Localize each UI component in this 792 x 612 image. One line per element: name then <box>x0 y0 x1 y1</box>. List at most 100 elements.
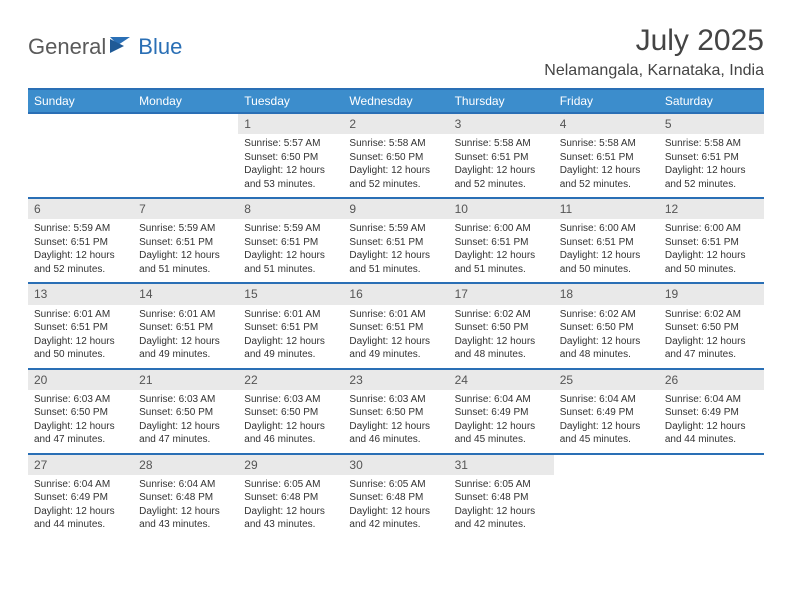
cell-body: Sunrise: 6:05 AMSunset: 6:48 PMDaylight:… <box>238 475 343 538</box>
sunrise-line: Sunrise: 5:59 AM <box>244 222 337 236</box>
day-number: 5 <box>659 114 764 134</box>
day-number: 22 <box>238 370 343 390</box>
sunset-line: Sunset: 6:49 PM <box>455 406 548 420</box>
cell-body: Sunrise: 6:01 AMSunset: 6:51 PMDaylight:… <box>238 305 343 368</box>
calendar-cell: . <box>28 114 133 197</box>
calendar-cell: 10Sunrise: 6:00 AMSunset: 6:51 PMDayligh… <box>449 199 554 282</box>
brand-part2: Blue <box>138 34 182 60</box>
day-number: 15 <box>238 284 343 304</box>
cell-body: Sunrise: 6:01 AMSunset: 6:51 PMDaylight:… <box>343 305 448 368</box>
calendar-cell: 18Sunrise: 6:02 AMSunset: 6:50 PMDayligh… <box>554 284 659 367</box>
cell-body: Sunrise: 6:00 AMSunset: 6:51 PMDaylight:… <box>449 219 554 282</box>
daylight-line: Daylight: 12 hours and 43 minutes. <box>244 505 337 532</box>
sunset-line: Sunset: 6:50 PM <box>244 151 337 165</box>
day-number: 10 <box>449 199 554 219</box>
day-number: 25 <box>554 370 659 390</box>
sunset-line: Sunset: 6:51 PM <box>349 236 442 250</box>
day-number: 13 <box>28 284 133 304</box>
cell-body: Sunrise: 6:05 AMSunset: 6:48 PMDaylight:… <box>449 475 554 538</box>
sunset-line: Sunset: 6:50 PM <box>139 406 232 420</box>
cell-body: Sunrise: 5:58 AMSunset: 6:51 PMDaylight:… <box>449 134 554 197</box>
cell-body: Sunrise: 6:04 AMSunset: 6:49 PMDaylight:… <box>28 475 133 538</box>
month-title: July 2025 <box>544 24 764 58</box>
sunset-line: Sunset: 6:51 PM <box>560 151 653 165</box>
daylight-line: Daylight: 12 hours and 49 minutes. <box>244 335 337 362</box>
calendar-cell: . <box>133 114 238 197</box>
daylight-line: Daylight: 12 hours and 52 minutes. <box>349 164 442 191</box>
sunset-line: Sunset: 6:51 PM <box>560 236 653 250</box>
day-number: 21 <box>133 370 238 390</box>
sunrise-line: Sunrise: 6:02 AM <box>560 308 653 322</box>
daylight-line: Daylight: 12 hours and 44 minutes. <box>34 505 127 532</box>
sunrise-line: Sunrise: 6:01 AM <box>34 308 127 322</box>
day-number: 3 <box>449 114 554 134</box>
daylight-line: Daylight: 12 hours and 47 minutes. <box>34 420 127 447</box>
calendar-week: ..1Sunrise: 5:57 AMSunset: 6:50 PMDaylig… <box>28 112 764 197</box>
sunrise-line: Sunrise: 6:02 AM <box>455 308 548 322</box>
cell-body: Sunrise: 5:59 AMSunset: 6:51 PMDaylight:… <box>28 219 133 282</box>
daylight-line: Daylight: 12 hours and 43 minutes. <box>139 505 232 532</box>
day-number: 8 <box>238 199 343 219</box>
calendar-cell: 17Sunrise: 6:02 AMSunset: 6:50 PMDayligh… <box>449 284 554 367</box>
cell-body: Sunrise: 6:02 AMSunset: 6:50 PMDaylight:… <box>554 305 659 368</box>
calendar-cell: 21Sunrise: 6:03 AMSunset: 6:50 PMDayligh… <box>133 370 238 453</box>
calendar-cell: 19Sunrise: 6:02 AMSunset: 6:50 PMDayligh… <box>659 284 764 367</box>
calendar-cell: 30Sunrise: 6:05 AMSunset: 6:48 PMDayligh… <box>343 455 448 538</box>
sunset-line: Sunset: 6:50 PM <box>244 406 337 420</box>
day-number: 11 <box>554 199 659 219</box>
daylight-line: Daylight: 12 hours and 45 minutes. <box>560 420 653 447</box>
cell-body: Sunrise: 5:59 AMSunset: 6:51 PMDaylight:… <box>133 219 238 282</box>
sunrise-line: Sunrise: 5:58 AM <box>560 137 653 151</box>
calendar-week: 6Sunrise: 5:59 AMSunset: 6:51 PMDaylight… <box>28 197 764 282</box>
sunset-line: Sunset: 6:51 PM <box>139 236 232 250</box>
sunrise-line: Sunrise: 6:00 AM <box>665 222 758 236</box>
sunrise-line: Sunrise: 6:01 AM <box>244 308 337 322</box>
location-label: Nelamangala, Karnataka, India <box>544 62 764 80</box>
calendar-cell: 1 Sunrise: 5:57 AMSunset: 6:50 PMDaylight… <box>238 114 343 197</box>
daylight-line: Daylight: 12 hours and 48 minutes. <box>455 335 548 362</box>
calendar-cell: 6Sunrise: 5:59 AMSunset: 6:51 PMDaylight… <box>28 199 133 282</box>
weekday-header-row: SundayMondayTuesdayWednesdayThursdayFrid… <box>28 90 764 112</box>
calendar-cell: . <box>554 455 659 538</box>
sunrise-line: Sunrise: 6:04 AM <box>665 393 758 407</box>
sunset-line: Sunset: 6:51 PM <box>455 151 548 165</box>
daylight-line: Daylight: 12 hours and 50 minutes. <box>34 335 127 362</box>
sunset-line: Sunset: 6:48 PM <box>139 491 232 505</box>
day-number: 9 <box>343 199 448 219</box>
sunset-line: Sunset: 6:51 PM <box>349 321 442 335</box>
brand-part1: General <box>28 34 106 60</box>
sunset-line: Sunset: 6:50 PM <box>665 321 758 335</box>
daylight-line: Daylight: 12 hours and 52 minutes. <box>455 164 548 191</box>
calendar-cell: 3Sunrise: 5:58 AMSunset: 6:51 PMDaylight… <box>449 114 554 197</box>
sunset-line: Sunset: 6:48 PM <box>349 491 442 505</box>
daylight-line: Daylight: 12 hours and 47 minutes. <box>139 420 232 447</box>
sunset-line: Sunset: 6:51 PM <box>665 151 758 165</box>
daylight-line: Daylight: 12 hours and 44 minutes. <box>665 420 758 447</box>
daylight-line: Daylight: 12 hours and 48 minutes. <box>560 335 653 362</box>
calendar-cell: 4Sunrise: 5:58 AMSunset: 6:51 PMDaylight… <box>554 114 659 197</box>
day-number: 12 <box>659 199 764 219</box>
calendar-cell: 28Sunrise: 6:04 AMSunset: 6:48 PMDayligh… <box>133 455 238 538</box>
cell-body: Sunrise: 6:03 AMSunset: 6:50 PMDaylight:… <box>28 390 133 453</box>
page-header: General Blue July 2025 Nelamangala, Karn… <box>28 24 764 80</box>
sunrise-line: Sunrise: 6:03 AM <box>34 393 127 407</box>
calendar-cell: 13Sunrise: 6:01 AMSunset: 6:51 PMDayligh… <box>28 284 133 367</box>
sunrise-line: Sunrise: 5:57 AM <box>244 137 337 151</box>
sunrise-line: Sunrise: 6:00 AM <box>560 222 653 236</box>
daylight-line: Daylight: 12 hours and 42 minutes. <box>455 505 548 532</box>
sunset-line: Sunset: 6:50 PM <box>34 406 127 420</box>
sunset-line: Sunset: 6:51 PM <box>244 236 337 250</box>
sunrise-line: Sunrise: 6:03 AM <box>349 393 442 407</box>
sunrise-line: Sunrise: 6:01 AM <box>139 308 232 322</box>
calendar-cell: 9Sunrise: 5:59 AMSunset: 6:51 PMDaylight… <box>343 199 448 282</box>
daylight-line: Daylight: 12 hours and 53 minutes. <box>244 164 337 191</box>
cell-body: Sunrise: 6:00 AMSunset: 6:51 PMDaylight:… <box>554 219 659 282</box>
day-number: 1 <box>238 114 343 134</box>
day-number: 23 <box>343 370 448 390</box>
weekday-header: Thursday <box>449 90 554 112</box>
calendar-cell: 12Sunrise: 6:00 AMSunset: 6:51 PMDayligh… <box>659 199 764 282</box>
cell-body: Sunrise: 6:02 AMSunset: 6:50 PMDaylight:… <box>659 305 764 368</box>
day-number: 7 <box>133 199 238 219</box>
day-number: 20 <box>28 370 133 390</box>
day-number: 19 <box>659 284 764 304</box>
